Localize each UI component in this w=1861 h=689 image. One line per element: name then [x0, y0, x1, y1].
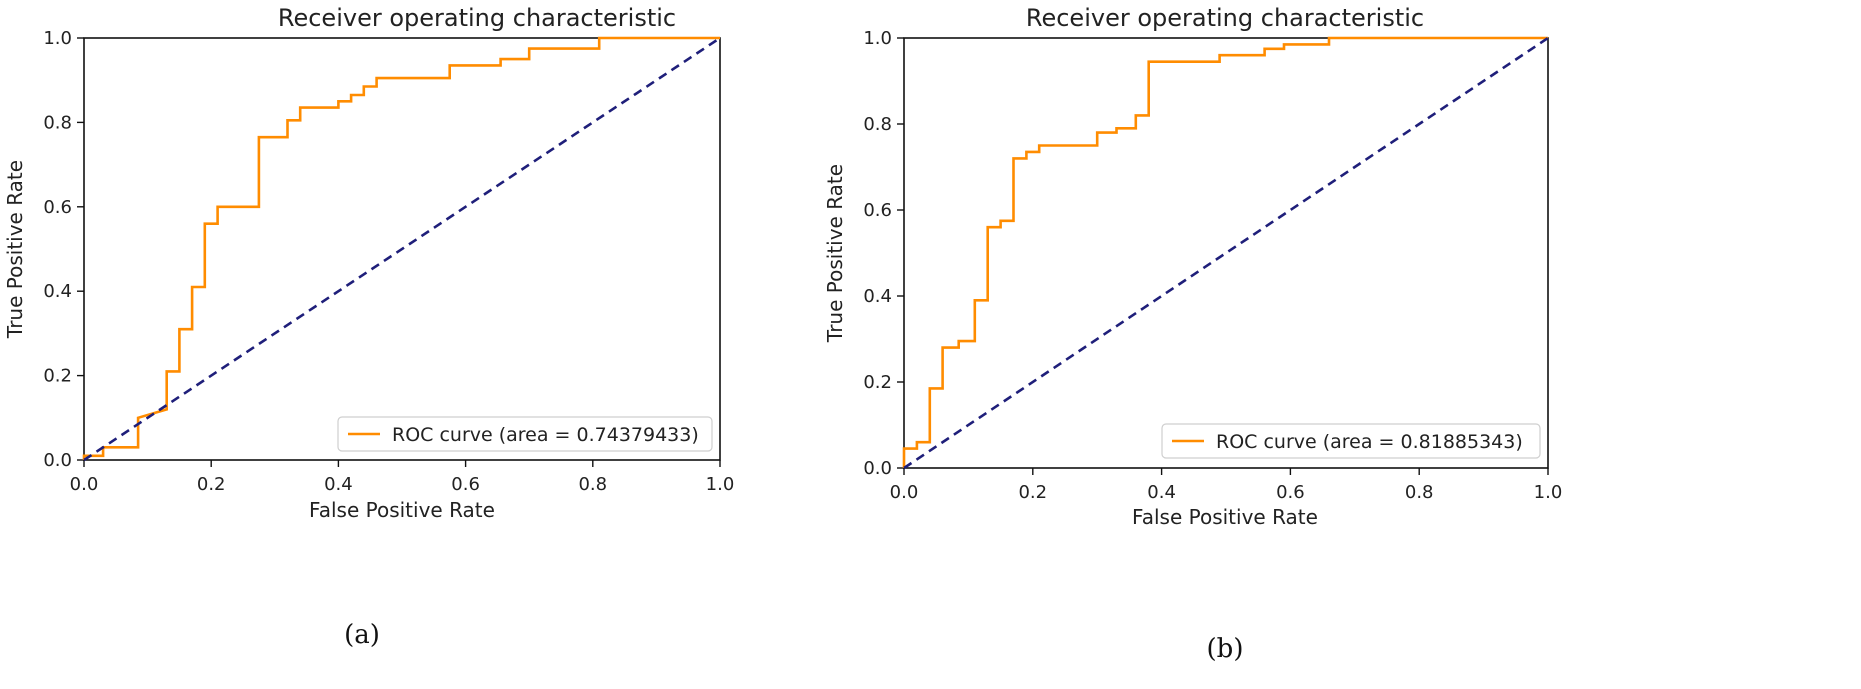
y-tick-label: 0.6 — [43, 197, 72, 218]
x-tick-label: 0.2 — [197, 474, 226, 495]
y-tick-label: 1.0 — [863, 28, 892, 49]
chance-diagonal-line — [903, 36, 1549, 470]
y-ticks: 0.0 0.2 0.4 0.6 0.8 1.0 — [43, 28, 84, 471]
legend-box — [337, 416, 713, 452]
x-tick-label: 0.8 — [578, 474, 607, 495]
legend-box — [1161, 423, 1541, 459]
y-tick-label: 1.0 — [43, 28, 72, 49]
x-ticks: 0.0 0.2 0.4 0.6 0.8 1.0 — [70, 460, 735, 495]
y-tick-label: 0.0 — [863, 458, 892, 479]
y-tick-label: 0.8 — [863, 114, 892, 135]
chart-title: Receiver operating characteristic — [1026, 4, 1424, 32]
roc-chart-b: Receiver operating characteristic 0.0 0.2… — [823, 4, 1562, 664]
roc-curve-line — [902, 36, 1548, 468]
roc-chart-a: Receiver operating characteristic 0.0 0.2… — [3, 4, 734, 650]
x-tick-label: 0.2 — [1018, 482, 1047, 503]
x-tick-label: 1.0 — [1534, 482, 1563, 503]
plot-area — [903, 37, 1549, 469]
panel-caption: (a) — [344, 620, 380, 650]
legend-label: ROC curve (area = 0.81885343) — [1216, 431, 1523, 453]
roc-curve-line — [82, 36, 720, 460]
x-axis-label: False Positive Rate — [309, 498, 495, 522]
y-axis-label: True Positive Rate — [823, 164, 847, 343]
x-tick-label: 0.4 — [324, 474, 353, 495]
legend: ROC curve (area = 0.74379433) — [337, 416, 713, 452]
x-tick-label: 0.0 — [70, 474, 99, 495]
y-tick-label: 0.4 — [863, 286, 892, 307]
x-tick-label: 0.8 — [1405, 482, 1434, 503]
x-tick-label: 0.6 — [451, 474, 480, 495]
y-tick-label: 0.8 — [43, 112, 72, 133]
x-tick-label: 0.0 — [890, 482, 919, 503]
chance-diagonal-line — [83, 36, 721, 462]
y-tick-label: 0.4 — [43, 281, 72, 302]
y-tick-label: 0.2 — [43, 366, 72, 387]
x-tick-label: 1.0 — [706, 474, 735, 495]
y-tick-label: 0.6 — [863, 200, 892, 221]
panel-caption: (b) — [1207, 634, 1244, 664]
chart-title: Receiver operating characteristic — [278, 4, 676, 32]
legend: ROC curve (area = 0.81885343) — [1161, 423, 1541, 459]
x-ticks: 0.0 0.2 0.4 0.6 0.8 1.0 — [890, 468, 1563, 503]
legend-label: ROC curve (area = 0.74379433) — [392, 424, 699, 446]
y-ticks: 0.0 0.2 0.4 0.6 0.8 1.0 — [863, 28, 904, 479]
series-group — [902, 36, 1549, 470]
y-axis-label: True Positive Rate — [3, 160, 27, 339]
x-tick-label: 0.4 — [1147, 482, 1176, 503]
x-tick-label: 0.6 — [1276, 482, 1305, 503]
series-group — [82, 36, 721, 462]
x-axis-label: False Positive Rate — [1132, 505, 1318, 529]
y-tick-label: 0.2 — [863, 372, 892, 393]
y-tick-label: 0.0 — [43, 450, 72, 471]
plot-area — [83, 37, 721, 461]
